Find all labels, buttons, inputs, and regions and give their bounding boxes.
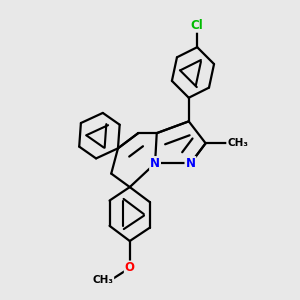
Text: CH₃: CH₃ [92,275,113,285]
Text: O: O [125,262,135,275]
Text: Cl: Cl [191,19,204,32]
Text: N: N [185,157,195,170]
Text: CH₃: CH₃ [227,138,248,148]
Text: N: N [150,157,160,170]
